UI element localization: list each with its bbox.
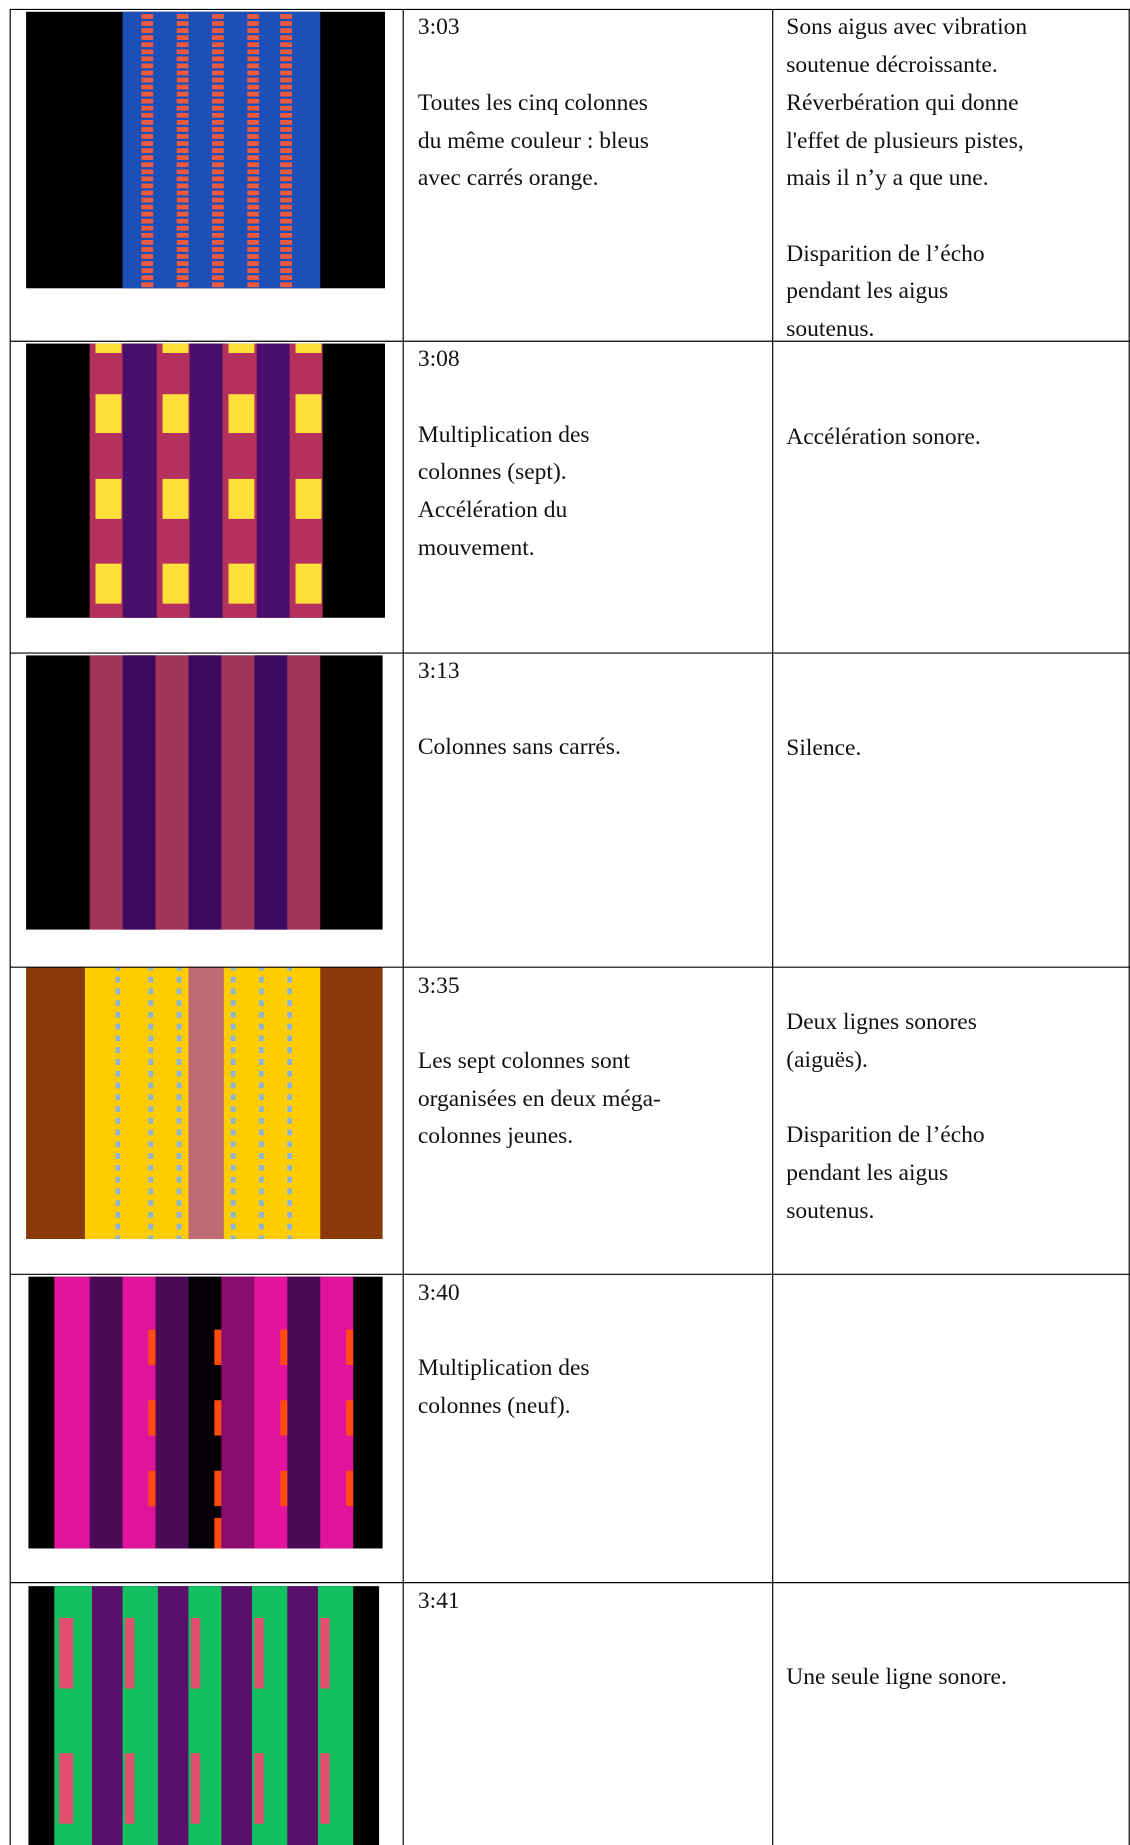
text-line: Silence. (786, 734, 862, 761)
text-line: soutenus. (786, 1197, 875, 1224)
timestamp: 3:03 (417, 14, 460, 41)
text-line: (aiguës). (786, 1046, 868, 1073)
timestamp: 3:08 (417, 346, 460, 373)
paragraph: Disparition de l’écho pendant les aigus so… (786, 236, 1027, 349)
thumbnail (28, 1586, 380, 1845)
text-line: pendant les aigus (786, 278, 949, 305)
thumbnail (26, 655, 383, 930)
text-line: avec carrés orange. (417, 165, 599, 192)
thumbnail (28, 1276, 383, 1549)
text-line: Multiplication des (417, 421, 590, 448)
paragraph: Silence. (786, 730, 861, 768)
text-line: Accélération du (417, 497, 568, 524)
description-cell: 3:08 Multiplication des colonnes (sept). Ac… (418, 341, 590, 567)
timestamp: 3:13 (417, 658, 460, 685)
timestamp: 3:35 (417, 972, 460, 999)
paragraph: Multiplication des colonnes (sept). Accélé… (418, 417, 590, 568)
paragraph: Les sept colonnes sont organisées en deux… (418, 1043, 661, 1156)
text-line: Colonnes sans carrés. (417, 733, 621, 760)
paragraph: Accélération sonore. (786, 419, 980, 457)
text-line: Sons aigus avec vibration (786, 14, 1028, 41)
description-cell: 3:40 Multiplication des colonnes (neuf). (418, 1275, 590, 1426)
text-line: Disparition de l’écho (786, 1122, 985, 1149)
timestamp: 3:41 (417, 1588, 460, 1615)
text-line: Réverbération qui donne (786, 89, 1019, 116)
text-line: du même couleur : bleus (417, 127, 649, 154)
text-line: colonnes (neuf). (417, 1392, 571, 1419)
text-line: organisées en deux méga- (417, 1085, 661, 1112)
thumbnail (26, 967, 383, 1240)
paragraph: Toutes les cinq colonnes du même couleur … (418, 85, 649, 198)
text-line: Deux lignes sonores (786, 1009, 977, 1036)
text-line: Toutes les cinq colonnes (417, 89, 648, 116)
paragraph: Une seule ligne sonore. (786, 1659, 1007, 1697)
text-line: mouvement. (417, 534, 535, 561)
text-line: pendant les aigus (786, 1159, 949, 1186)
paragraph: Disparition de l’écho pendant les aigus so… (786, 1117, 984, 1230)
text-line: soutenus. (786, 316, 875, 343)
sound-cell: Une seule ligne sonore. (786, 1659, 1007, 1697)
text-line: soutenue décroissante. (786, 52, 998, 79)
text-line: Accélération sonore. (786, 424, 981, 451)
paragraph: Deux lignes sonores (aiguës). (786, 1004, 984, 1079)
timestamp: 3:40 (417, 1279, 460, 1306)
description-cell: 3:35 Les sept colonnes sont organisées en … (418, 968, 661, 1157)
text-line: colonnes (sept). (417, 459, 567, 486)
text-line: l'effet de plusieurs pistes, (786, 127, 1024, 154)
sound-cell: Accélération sonore. (786, 419, 980, 457)
thumbnail (26, 343, 385, 618)
text-line: Une seule ligne sonore. (786, 1663, 1007, 1690)
paragraph: Sons aigus avec vibration soutenue décroi… (786, 9, 1027, 198)
text-line: Disparition de l’écho (786, 240, 985, 267)
paragraph: Multiplication des colonnes (neuf). (418, 1350, 590, 1425)
sound-cell: Silence. (786, 730, 861, 768)
text-line: mais il n’y a que une. (786, 165, 989, 192)
sound-cell: Sons aigus avec vibration soutenue décroi… (786, 9, 1027, 348)
description-cell: 3:13 Colonnes sans carrés. (418, 653, 621, 766)
text-line: Les sept colonnes sont (417, 1047, 630, 1074)
table-borders (9, 8, 1130, 1845)
paragraph: Colonnes sans carrés. (418, 729, 621, 767)
text-line: Multiplication des (417, 1355, 590, 1382)
description-cell: 3:03 Toutes les cinq colonnes du même coul… (418, 9, 649, 198)
thumbnail (26, 11, 385, 289)
description-cell: 3:41 (418, 1583, 460, 1621)
text-line: colonnes jeunes. (417, 1123, 574, 1150)
sound-cell: Deux lignes sonores (aiguës). Disparition … (786, 1004, 984, 1230)
